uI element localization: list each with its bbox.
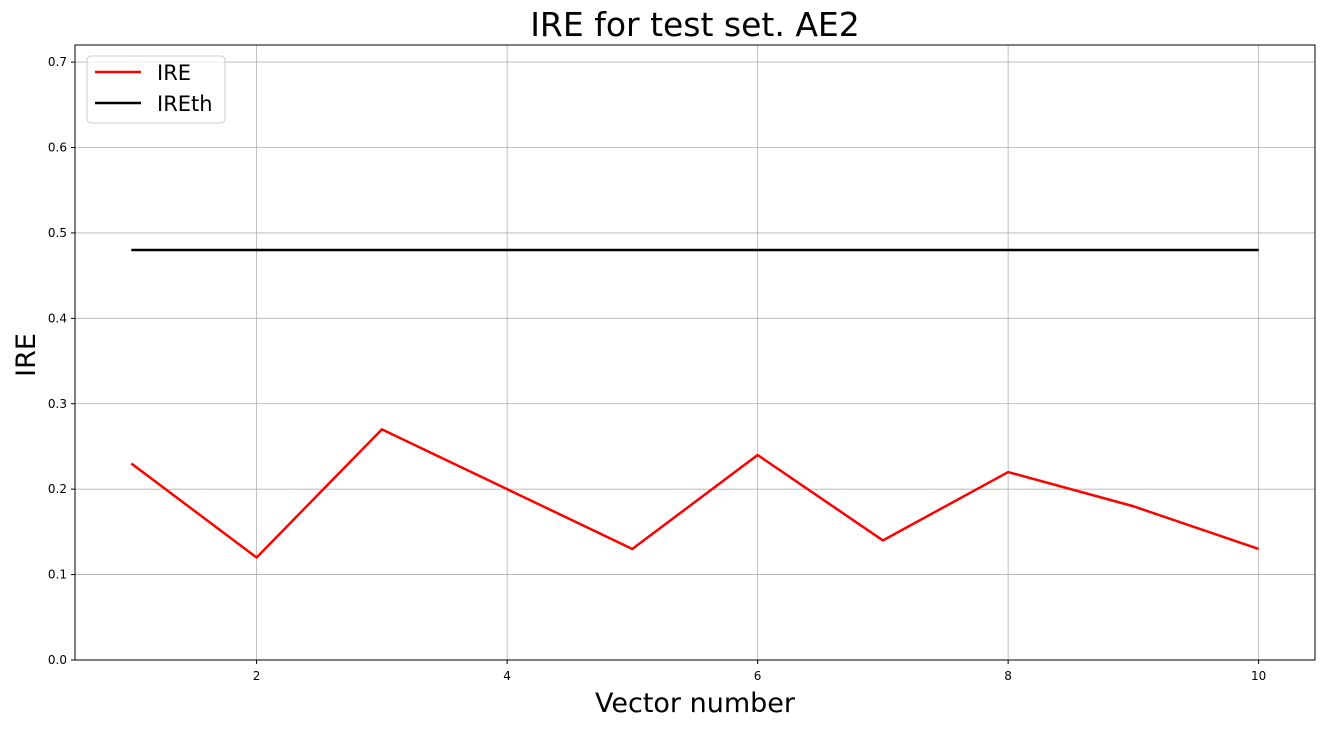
y-tick-label: 0.3 [48,397,67,411]
x-axis-label: Vector number [595,688,796,719]
y-tick-label: 0.1 [48,568,67,582]
chart-title: IRE for test set. AE2 [530,5,860,44]
y-tick-label: 0.2 [48,482,67,496]
x-tick-label: 4 [503,669,511,683]
legend: IRE IREth [87,56,225,123]
series-line-ire [131,429,1258,557]
x-tick-label: 10 [1251,669,1266,683]
y-axis-label: IRE [11,333,42,377]
legend-label-ire: IRE [157,61,191,85]
x-tick-label: 6 [754,669,762,683]
x-tick-label: 8 [1004,669,1012,683]
y-tick-label: 0.4 [48,311,67,325]
grid [75,45,1315,660]
x-tick-label: 2 [253,669,261,683]
y-tick-label: 0.7 [48,55,67,69]
y-tick-label: 0.6 [48,141,67,155]
y-tick-label: 0.0 [48,653,67,667]
y-tick-label: 0.5 [48,226,67,240]
ticks: 2 4 6 8 10 0.0 0.1 0.2 0.3 0.4 0.5 0.6 0.7 [48,55,1266,683]
plot-area-frame [75,45,1315,660]
legend-label-ireth: IREth [157,92,213,116]
